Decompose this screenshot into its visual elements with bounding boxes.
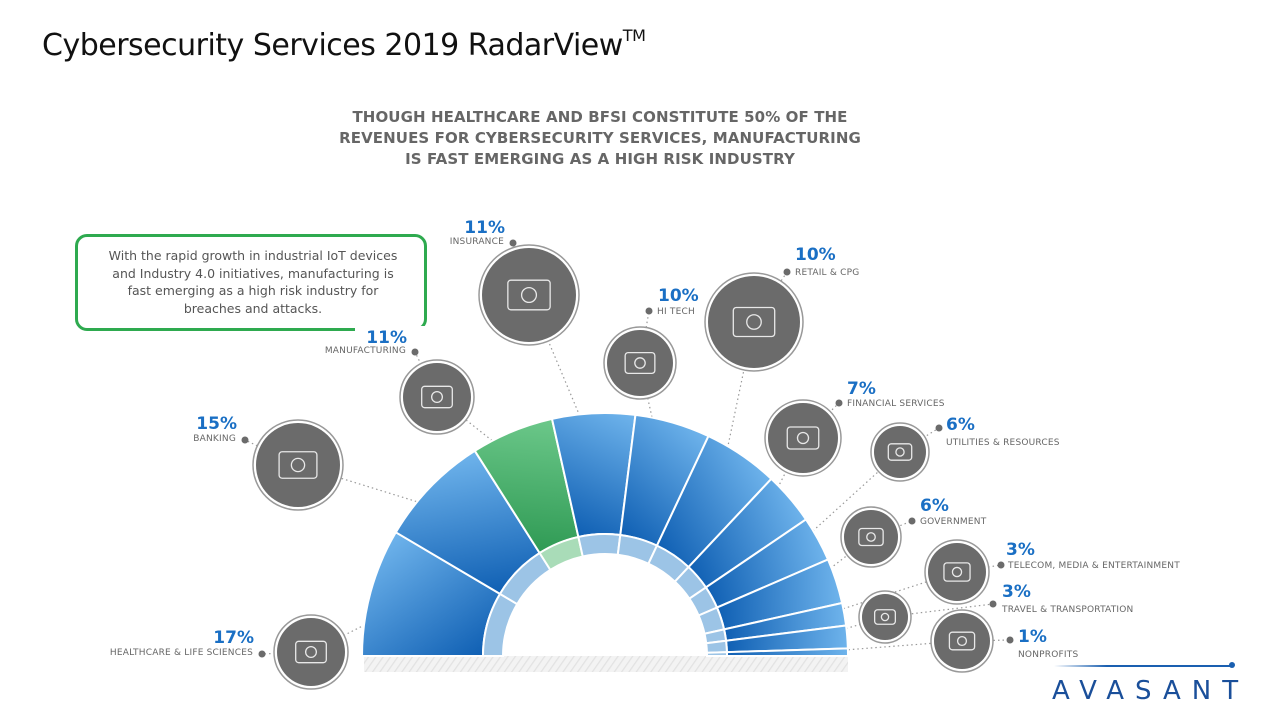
conveyor-boxes-icon [399, 359, 475, 435]
connector-line [414, 351, 438, 398]
gear-icon [603, 326, 677, 400]
money-coins-icon [252, 419, 344, 511]
industry-label: BANKING [193, 434, 236, 444]
percent-label: 11% [366, 328, 407, 348]
suitcase-plane-icon [858, 590, 912, 644]
headline: THOUGH HEALTHCARE AND BFSI CONSTITUTE 50… [330, 107, 870, 170]
industry-label: HI TECH [657, 307, 695, 317]
headline-line: REVENUES FOR CYBERSECURITY SERVICES, MAN… [339, 129, 861, 147]
industry-label: MANUFACTURING [324, 346, 406, 356]
heart-hands-icon [930, 609, 994, 673]
manufacturing-callout-box [75, 234, 427, 331]
chart-base-hatch [364, 656, 848, 672]
medicine-bottles-icon [273, 614, 349, 690]
segments [360, 412, 850, 657]
industry-label: UTILITIES & RESOURCES [946, 438, 1060, 448]
avasant-logo: AVASANT [1052, 676, 1250, 706]
segment-inner-ring [705, 651, 729, 657]
percent-label: 17% [213, 628, 254, 648]
percent-label: 15% [196, 414, 237, 434]
label-dot [835, 399, 843, 407]
connector-line [261, 651, 312, 655]
industry-label: HEALTHCARE & LIFE SCIENCES [109, 648, 253, 658]
label-dot [935, 424, 943, 432]
industry-label: RETAIL & CPG [795, 268, 860, 278]
government-building-icon [840, 506, 902, 568]
label-dot [997, 561, 1005, 569]
callout-line: fast emerging as a high risk industry fo… [127, 283, 379, 298]
industry-label: TELECOM, MEDIA & ENTERTAINMENT [1008, 561, 1180, 571]
label-dot [509, 239, 517, 247]
connector-line [528, 294, 596, 454]
percent-label: 10% [658, 286, 699, 306]
callout-line: With the rapid growth in industrial IoT … [108, 248, 398, 263]
callout-line: and Industry 4.0 initiatives, manufactur… [112, 265, 394, 281]
shopping-cart-icon [704, 272, 804, 372]
label-dot [258, 650, 266, 658]
connector-line [870, 520, 913, 538]
laptop-chart-icon [764, 399, 842, 477]
label-dot [411, 348, 419, 356]
label-dot [908, 517, 916, 525]
shield-person-icon [478, 244, 580, 346]
callout-text: With the rapid growth in industrial IoT … [85, 247, 421, 317]
label-dot [1006, 636, 1014, 644]
icons [241, 239, 1014, 690]
industry-label: NONPROFITS [1018, 650, 1079, 660]
logo-dot [1229, 662, 1235, 668]
segment-inner-ring [577, 533, 622, 558]
segment-inner-ring [705, 639, 728, 654]
headline-line: THOUGH HEALTHCARE AND BFSI CONSTITUTE 50… [352, 108, 848, 126]
satellite-dish-icon [924, 539, 990, 605]
connector-line [802, 402, 840, 439]
logo-rule [1054, 665, 1230, 667]
percent-label: 3% [1002, 582, 1031, 602]
industry-label: TRAVEL & TRANSPORTATION [1002, 605, 1134, 615]
percent-label: 7% [847, 379, 876, 399]
connector-line [807, 640, 963, 654]
callout-line: breaches and attacks. [183, 300, 323, 316]
industry-label: GOVERNMENT [920, 517, 987, 527]
page-title: Cybersecurity Services 2019 RadarViewTM [42, 26, 646, 63]
percent-label: 10% [795, 245, 836, 265]
label-dot [989, 600, 997, 608]
percent-label: 6% [946, 415, 975, 435]
cubes-icon [870, 422, 930, 482]
label-dot [241, 436, 249, 444]
connector-line [956, 564, 1002, 573]
callout-gap [355, 326, 425, 336]
industry-label: INSURANCE [449, 237, 504, 247]
percent-label: 3% [1006, 540, 1035, 560]
industry-label: FINANCIAL SERVICES [847, 399, 945, 409]
percent-label: 1% [1018, 627, 1047, 647]
percent-label: 6% [920, 496, 949, 516]
connector-line [639, 362, 663, 462]
percent-label: 11% [464, 218, 505, 238]
headline-line: IS FAST EMERGING AS A HIGH RISK INDUSTRY [405, 150, 795, 168]
label-dot [783, 268, 791, 276]
label-dot [645, 307, 653, 315]
